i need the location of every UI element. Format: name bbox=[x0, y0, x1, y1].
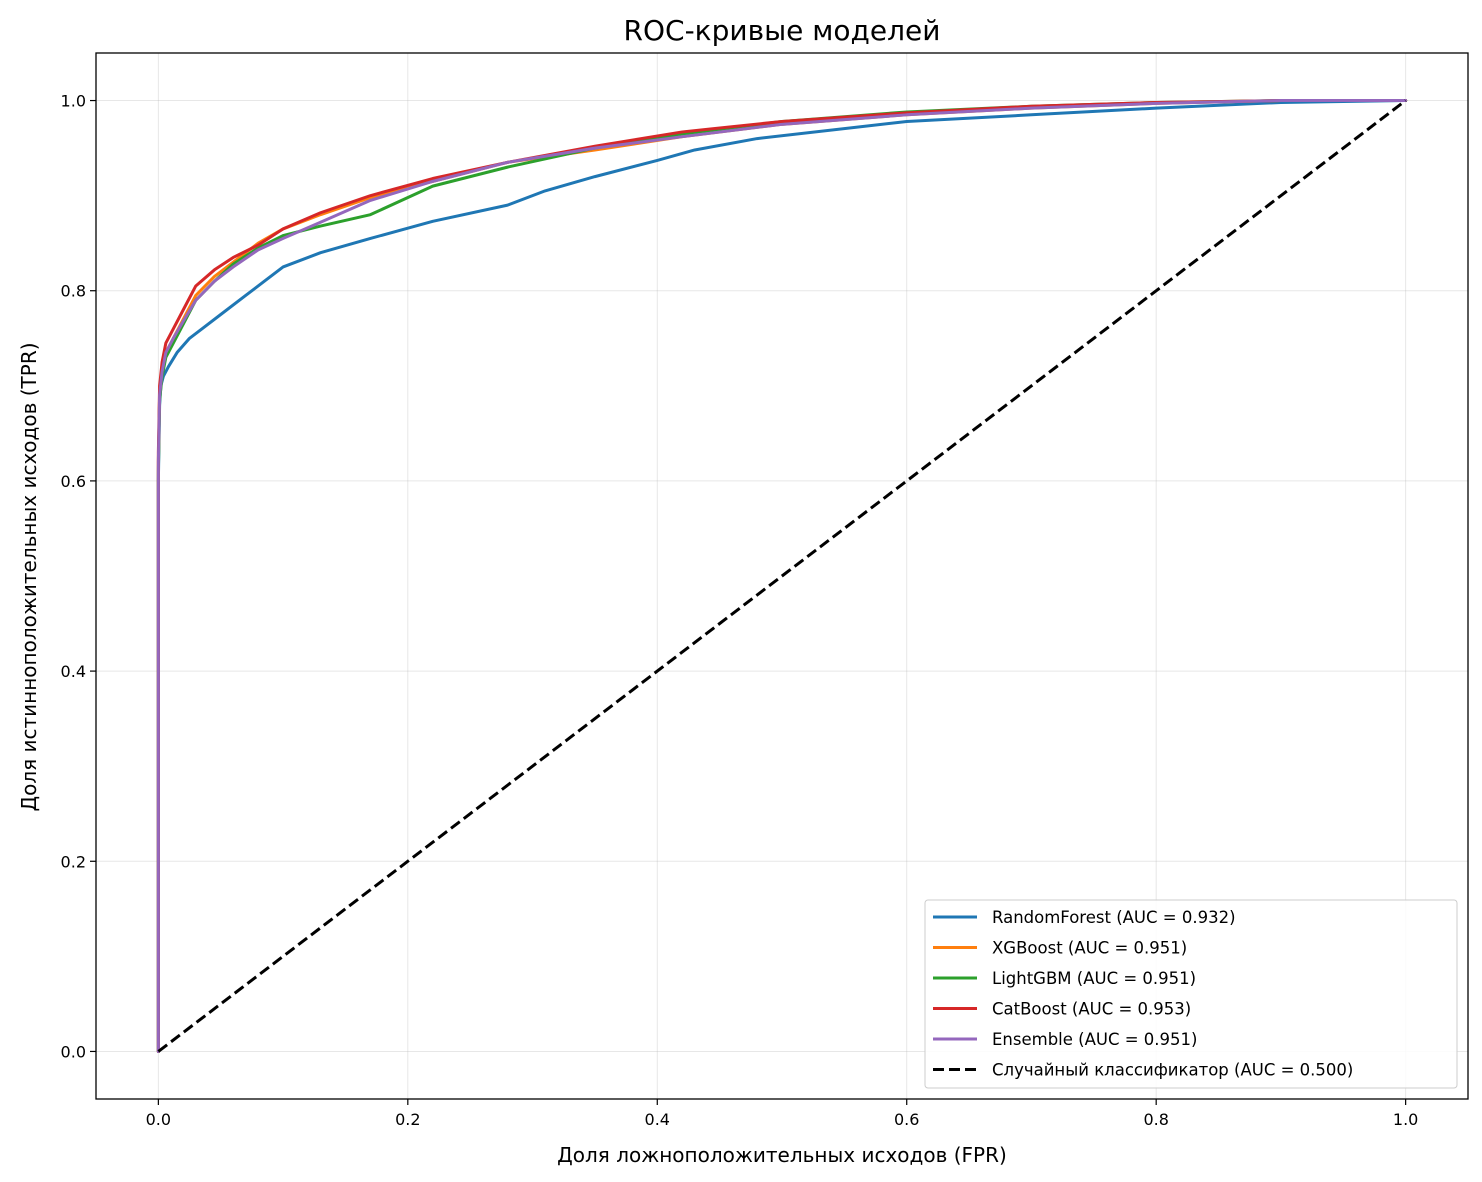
legend-entry: CatBoost (AUC = 0.953) bbox=[992, 1000, 1191, 1019]
y-tick-label: 1.0 bbox=[61, 92, 86, 111]
plot-frame bbox=[95, 52, 1469, 1100]
legend-box bbox=[924, 899, 1458, 1089]
series-line bbox=[157, 99, 1407, 1053]
x-tick-label: 0.0 bbox=[146, 1110, 171, 1129]
y-axis-label: Доля истинноположительных исходов (TPR) bbox=[17, 342, 41, 811]
x-tick-label: 1.0 bbox=[1393, 1110, 1418, 1129]
y-tick-label: 0.8 bbox=[61, 282, 86, 301]
legend-entry: LightGBM (AUC = 0.951) bbox=[992, 969, 1196, 988]
ticks: 0.0 0.2 0.4 0.6 0.8 1.0 0.0 0.2 0.4 0.6 0.8 1.0 bbox=[61, 92, 1419, 1129]
x-tick-label: 0.2 bbox=[395, 1110, 420, 1129]
x-tick-label: 0.4 bbox=[645, 1110, 670, 1129]
series-line bbox=[156, 99, 1408, 1053]
y-tick-label: 0.2 bbox=[61, 852, 86, 871]
grid bbox=[96, 53, 1468, 1099]
series-line bbox=[156, 99, 1408, 1053]
series-line bbox=[156, 99, 1408, 1053]
y-tick-label: 0.0 bbox=[61, 1042, 86, 1061]
y-tick-label: 0.4 bbox=[61, 662, 86, 681]
legend-entry: XGBoost (AUC = 0.951) bbox=[992, 939, 1187, 958]
legend-entry: RandomForest (AUC = 0.932) bbox=[992, 908, 1236, 927]
x-tick-label: 0.6 bbox=[894, 1110, 919, 1129]
chart-title: ROC-кривые моделей bbox=[624, 14, 941, 47]
legend-entry: Ensemble (AUC = 0.951) bbox=[992, 1030, 1197, 1049]
legend-entry: Случайный классификатор (AUC = 0.500) bbox=[992, 1061, 1353, 1080]
x-axis-label: Доля ложноположительных исходов (FPR) bbox=[557, 1143, 1007, 1167]
x-tick-label: 0.8 bbox=[1143, 1110, 1168, 1129]
y-tick-label: 0.6 bbox=[61, 472, 86, 491]
series-lines bbox=[156, 99, 1408, 1053]
legend: RandomForest (AUC = 0.932) XGBoost (AUC =… bbox=[924, 899, 1458, 1089]
